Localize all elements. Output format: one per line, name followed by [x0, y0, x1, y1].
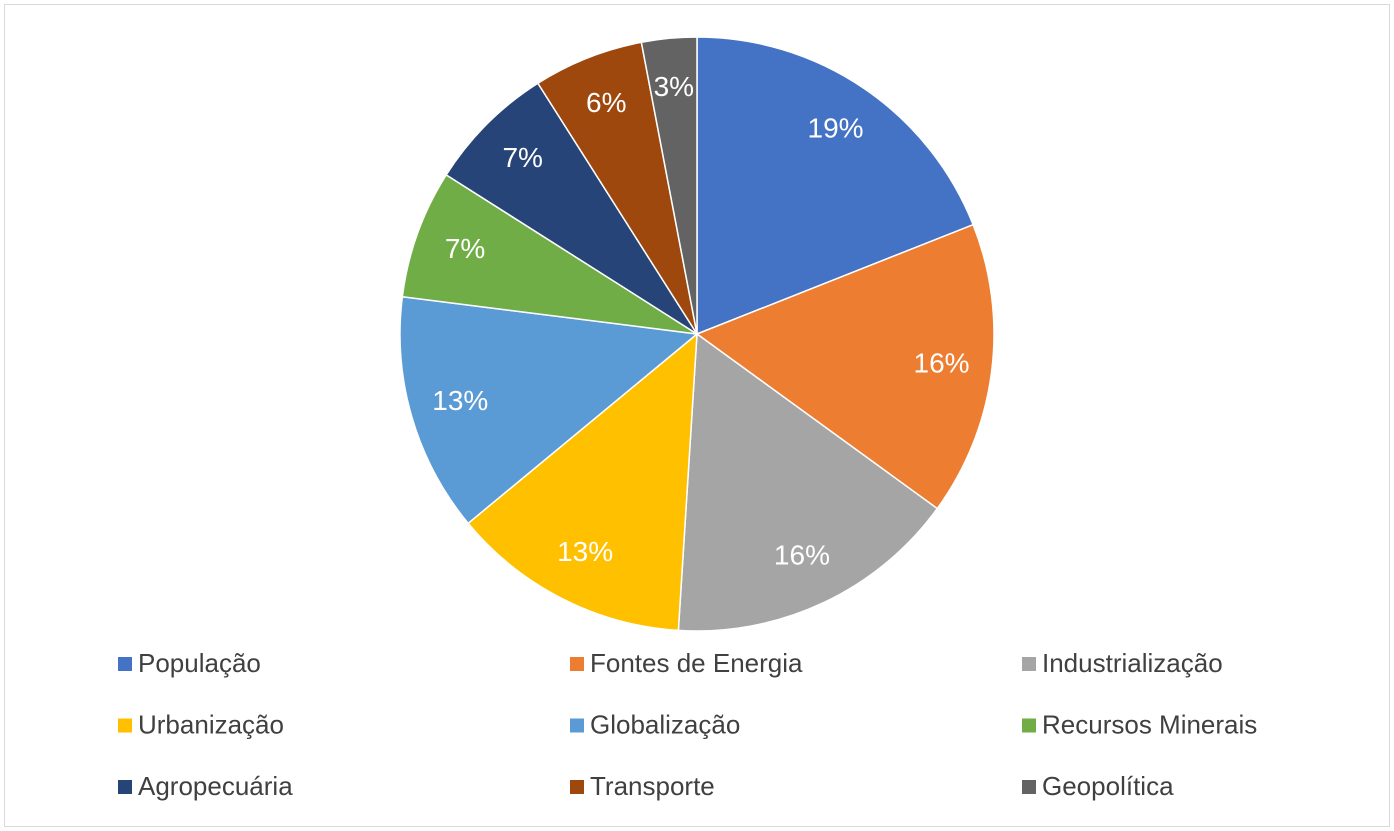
data-label: 6% — [586, 87, 626, 118]
legend-label: Industrialização — [1042, 648, 1223, 678]
legend-label: População — [138, 648, 261, 678]
legend-swatch — [570, 780, 584, 794]
legend-swatch — [1022, 657, 1036, 671]
legend-swatch — [118, 780, 132, 794]
legend-label: Geopolítica — [1042, 771, 1174, 801]
data-label: 13% — [557, 536, 613, 567]
legend-swatch — [118, 718, 132, 733]
legend-swatch — [1022, 718, 1036, 733]
legend-label: Globalização — [590, 709, 740, 739]
data-label: 19% — [808, 113, 864, 144]
data-label: 13% — [432, 385, 488, 416]
legend-label: Fontes de Energia — [590, 648, 803, 678]
pie-slice — [445, 82, 698, 335]
pie-slice — [640, 36, 698, 335]
data-label: 16% — [774, 539, 830, 570]
legend-swatch — [1022, 780, 1036, 794]
data-label: 3% — [654, 71, 694, 102]
pie-slice — [399, 295, 699, 525]
data-label: 7% — [502, 142, 542, 173]
legend-label: Agropecuária — [138, 771, 293, 801]
legend-label: Urbanização — [138, 709, 284, 739]
pie-slice — [696, 36, 975, 336]
legend-swatch — [118, 657, 132, 671]
data-label: 16% — [914, 347, 970, 378]
legend-swatch — [570, 657, 584, 671]
pie-slice — [467, 332, 698, 632]
legend-swatch — [570, 718, 584, 733]
legend-label: Recursos Minerais — [1042, 709, 1257, 739]
pie-slice — [401, 173, 698, 335]
data-label: 7% — [445, 233, 485, 264]
pie-slice — [695, 223, 995, 510]
legend-label: Transporte — [590, 771, 715, 801]
pie-slice — [677, 332, 939, 632]
